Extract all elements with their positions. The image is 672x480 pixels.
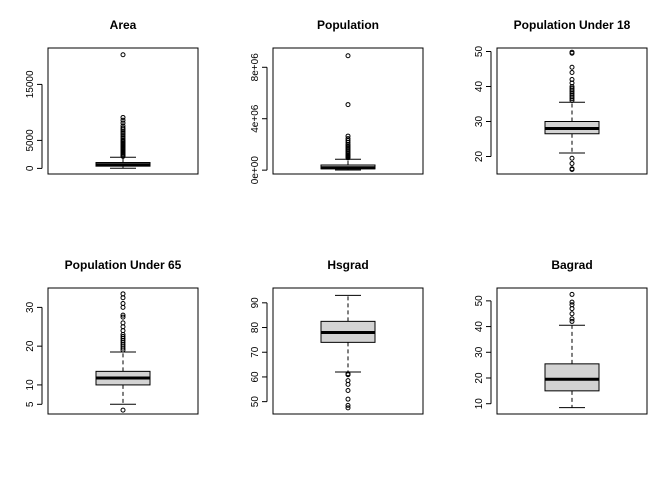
outlier-point xyxy=(120,120,126,126)
outlier-point xyxy=(569,77,575,82)
y-tick-label: 30 xyxy=(474,116,485,128)
outlier-point xyxy=(345,136,351,142)
outlier-point xyxy=(120,314,126,320)
y-tick-label: 50 xyxy=(250,396,261,408)
outlier-point xyxy=(569,316,575,322)
y-tick-label: 90 xyxy=(250,297,261,309)
outlier-point xyxy=(345,102,351,108)
outlier-point xyxy=(120,320,126,326)
outlier-point xyxy=(120,130,126,136)
outlier-point xyxy=(120,407,126,413)
y-tick-label: 20 xyxy=(474,372,485,384)
outlier-point xyxy=(569,70,575,75)
outlier-point xyxy=(120,137,126,143)
panel-title: Bagrad xyxy=(551,258,592,272)
outlier-point xyxy=(120,123,126,129)
outlier-point xyxy=(569,85,575,91)
outlier-point xyxy=(345,388,351,394)
y-tick-label: 20 xyxy=(474,151,485,163)
outlier-point xyxy=(345,396,351,402)
y-tick-label: 50 xyxy=(474,295,485,307)
outlier-point xyxy=(345,372,351,378)
outlier-point xyxy=(120,52,126,58)
y-tick-label: 10 xyxy=(25,379,36,391)
panel-3: Population Under 18 20 30 40 50 xyxy=(474,18,648,175)
outlier-point xyxy=(569,161,575,166)
outlier-point xyxy=(569,318,575,324)
outlier-point xyxy=(120,128,126,134)
outlier-point xyxy=(345,53,351,59)
panel-5: Hsgrad 50 60 70 80 90 xyxy=(250,258,424,415)
y-tick-label: 40 xyxy=(474,81,485,93)
y-tick-label: 0e+00 xyxy=(250,156,261,185)
y-tick-label: 10 xyxy=(474,398,485,410)
plot-frame xyxy=(47,47,199,175)
outlier-point xyxy=(120,125,126,131)
outlier-point xyxy=(345,133,351,139)
outlier-point xyxy=(120,135,126,141)
panel-2: Population 0e+00 4e+06 8e+06 xyxy=(250,18,424,185)
panel-6: Bagrad 10 20 30 40 50 xyxy=(474,258,648,415)
outlier-point xyxy=(120,291,126,297)
panel-title: Population Under 18 xyxy=(514,18,631,32)
panel-title: Population xyxy=(317,18,379,32)
outlier-point xyxy=(120,114,126,120)
y-tick-label: 0 xyxy=(25,165,36,171)
panel-1: Area 0 5000 15000 xyxy=(25,18,199,175)
plot-frame xyxy=(496,287,648,415)
outlier-point xyxy=(345,402,351,408)
plot-frame xyxy=(47,287,199,415)
outlier-point xyxy=(345,405,351,411)
outlier-point xyxy=(120,301,126,307)
outlier-point xyxy=(120,132,126,138)
outlier-point xyxy=(569,155,575,161)
y-tick-label: 30 xyxy=(25,301,36,313)
plot-frame xyxy=(496,47,648,175)
outlier-point xyxy=(569,64,575,70)
panel-title: Hsgrad xyxy=(327,258,368,272)
outlier-point xyxy=(569,166,575,172)
outlier-point xyxy=(569,299,575,305)
plot-frame xyxy=(272,47,424,175)
y-tick-label: 5 xyxy=(25,401,36,407)
y-tick-label: 40 xyxy=(474,321,485,333)
outlier-point xyxy=(569,302,575,308)
outlier-point xyxy=(120,133,126,139)
outlier-point xyxy=(569,49,575,55)
y-tick-label: 70 xyxy=(250,346,261,358)
y-tick-label: 4e+06 xyxy=(250,104,261,133)
outlier-point xyxy=(345,381,351,387)
y-tick-label: 50 xyxy=(474,46,485,58)
outlier-point xyxy=(120,333,126,339)
y-tick-label: 5000 xyxy=(25,129,36,152)
panel-title: Population Under 65 xyxy=(65,258,182,272)
y-tick-label: 8e+06 xyxy=(250,53,261,82)
panel-title: Area xyxy=(110,18,137,32)
y-tick-label: 20 xyxy=(25,340,36,352)
y-tick-label: 80 xyxy=(250,322,261,334)
outlier-point xyxy=(569,291,575,297)
outlier-point xyxy=(120,117,126,123)
panel-4: Population Under 65 5 10 20 30 xyxy=(25,258,199,415)
outlier-point xyxy=(569,311,575,317)
outlier-point xyxy=(120,312,126,318)
y-tick-label: 30 xyxy=(474,346,485,358)
y-tick-label: 60 xyxy=(250,371,261,383)
plot-frame xyxy=(272,287,424,415)
iqr-box xyxy=(544,363,600,392)
y-tick-label: 15000 xyxy=(25,70,36,98)
